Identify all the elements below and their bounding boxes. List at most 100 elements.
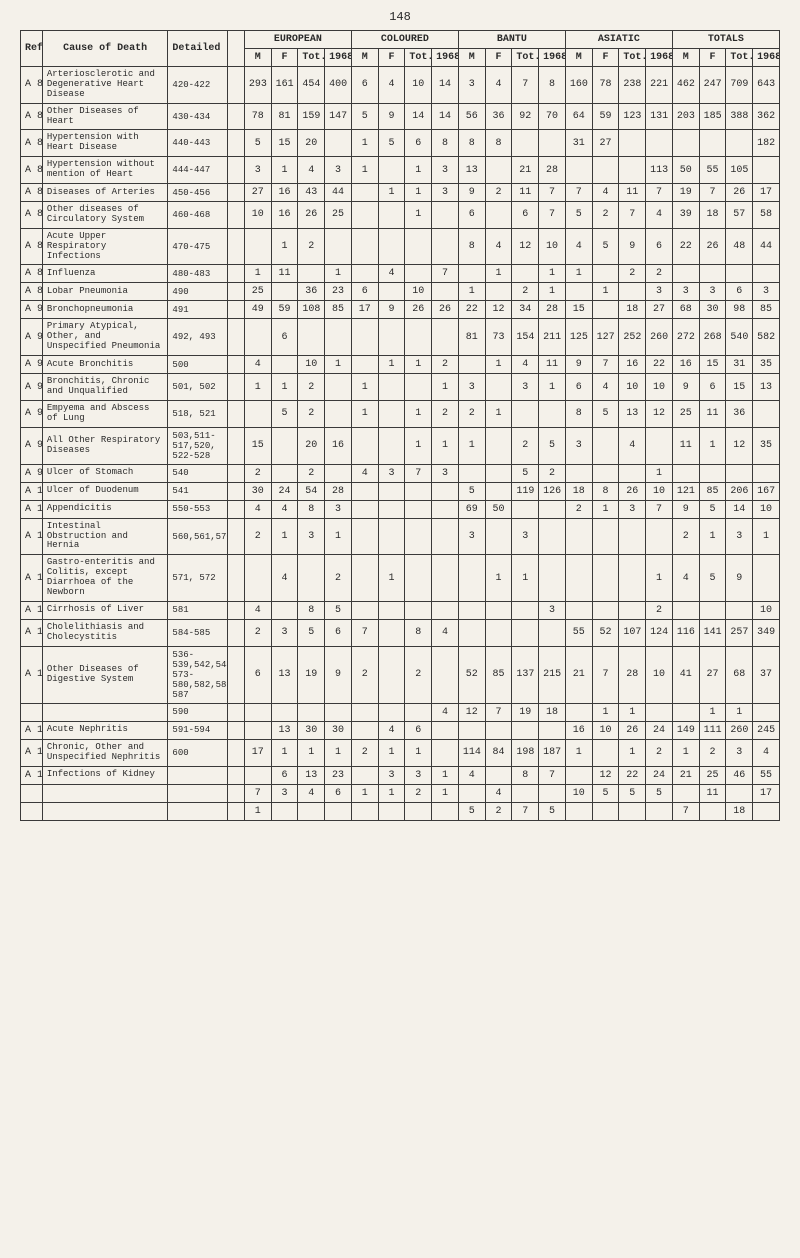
cell-value: 4: [485, 784, 512, 802]
cell-value: 185: [699, 103, 726, 130]
cell-value: [539, 555, 566, 602]
cell-value: 98: [726, 301, 753, 319]
cell-value: 1: [672, 739, 699, 766]
subcol: 1968: [325, 49, 352, 67]
cell-value: 6: [726, 283, 753, 301]
cell-ref: A 89: [21, 283, 43, 301]
cell-value: 1: [699, 427, 726, 464]
cell-cause: Chronic, Other and Unspecified Nephritis: [42, 739, 168, 766]
cell-value: [699, 464, 726, 482]
cell-value: [565, 766, 592, 784]
cell-value: 24: [646, 766, 673, 784]
cell-value: 18: [565, 482, 592, 500]
cell-ref: A 82: [21, 103, 43, 130]
subcol: 1968: [432, 49, 459, 67]
cell-value: 25: [699, 766, 726, 784]
table-row: A 84Hypertension without mention of Hear…: [21, 157, 780, 184]
cell-value: 39: [672, 202, 699, 229]
cell-value: [271, 601, 298, 619]
table-row: A 88Influenza480-48311114711122: [21, 265, 780, 283]
cell-value: [458, 464, 485, 482]
table-row: A 106Cholelithiasis and Cholecystitis584…: [21, 619, 780, 646]
cell-value: [378, 500, 405, 518]
cell-value: 3: [432, 157, 459, 184]
cell-value: 124: [646, 619, 673, 646]
cell-value: 1: [378, 784, 405, 802]
cell-value: 4: [672, 555, 699, 602]
cell-value: 1: [458, 427, 485, 464]
cell-value: 9: [378, 103, 405, 130]
cell-value: 4: [565, 228, 592, 265]
cell-value: [699, 265, 726, 283]
cell-value: [378, 518, 405, 555]
cell-value: 149: [672, 721, 699, 739]
subcol: M: [565, 49, 592, 67]
cell-value: [726, 130, 753, 157]
cell-value: [485, 482, 512, 500]
cell-value: 206: [726, 482, 753, 500]
table-row: A 92Acute Bronchitis50041011121411971622…: [21, 356, 780, 374]
subcol: Tot.: [726, 49, 753, 67]
cell-value: 3: [726, 518, 753, 555]
table-row: A 104Gastro-enteritis and Colitis, excep…: [21, 555, 780, 602]
cell-value: 85: [753, 301, 780, 319]
cell-ref: A 110: [21, 766, 43, 784]
cell-value: 1: [378, 555, 405, 602]
cell-value: 1: [378, 184, 405, 202]
cell-value: 7: [351, 619, 378, 646]
table-row: A 100Ulcer of Duodenum541302454285119126…: [21, 482, 780, 500]
cell-value: 1: [405, 400, 432, 427]
cell-value: 14: [432, 67, 459, 104]
cell-value: 126: [539, 482, 566, 500]
cell-value: 2: [351, 739, 378, 766]
cell-value: 36: [298, 283, 325, 301]
cell-ref: A 81: [21, 67, 43, 104]
cell-value: 46: [726, 766, 753, 784]
cell-value: 2: [646, 601, 673, 619]
cell-ref: A 85: [21, 184, 43, 202]
cell-cause: Lobar Pneumonia: [42, 283, 168, 301]
cell-value: [592, 464, 619, 482]
cell-value: 6: [244, 646, 271, 703]
cell-value: 4: [378, 67, 405, 104]
cell-value: 4: [244, 356, 271, 374]
table-row: A 103Intestinal Obstruction and Hernia56…: [21, 518, 780, 555]
cell-value: 10: [565, 784, 592, 802]
table-row: A 108Acute Nephritis591-5941330304616102…: [21, 721, 780, 739]
cell-value: [672, 703, 699, 721]
cell-value: 5: [378, 130, 405, 157]
cell-value: [378, 619, 405, 646]
cell-value: [672, 130, 699, 157]
cell-value: [485, 601, 512, 619]
cell-ref: A 97: [21, 427, 43, 464]
cell-value: 1: [325, 739, 352, 766]
cell-value: 81: [271, 103, 298, 130]
cell-value: 8: [298, 601, 325, 619]
cell-value: 7: [432, 265, 459, 283]
cell-value: [485, 518, 512, 555]
cell-value: 8: [592, 482, 619, 500]
cell-spacer: [228, 103, 244, 130]
cell-value: 4: [646, 202, 673, 229]
cell-value: [753, 400, 780, 427]
table-row: A 97All Other Respiratory Diseases503,51…: [21, 427, 780, 464]
cell-value: [512, 619, 539, 646]
cell-value: 19: [298, 646, 325, 703]
cell-value: 6: [351, 67, 378, 104]
cell-value: 5: [244, 130, 271, 157]
cell-value: 5: [458, 802, 485, 820]
cell-value: 2: [298, 228, 325, 265]
cell-value: 41: [672, 646, 699, 703]
cell-value: 24: [271, 482, 298, 500]
cell-value: 3: [432, 184, 459, 202]
cell-spacer: [228, 646, 244, 703]
cell-cause: Bronchopneumonia: [42, 301, 168, 319]
cell-value: 5: [592, 400, 619, 427]
cell-value: 54: [298, 482, 325, 500]
cell-value: [432, 601, 459, 619]
cell-value: 26: [726, 184, 753, 202]
cell-value: 362: [753, 103, 780, 130]
cell-value: 1: [485, 356, 512, 374]
cell-value: 22: [458, 301, 485, 319]
table-row: A 85Diseases of Arteries450-456271643441…: [21, 184, 780, 202]
